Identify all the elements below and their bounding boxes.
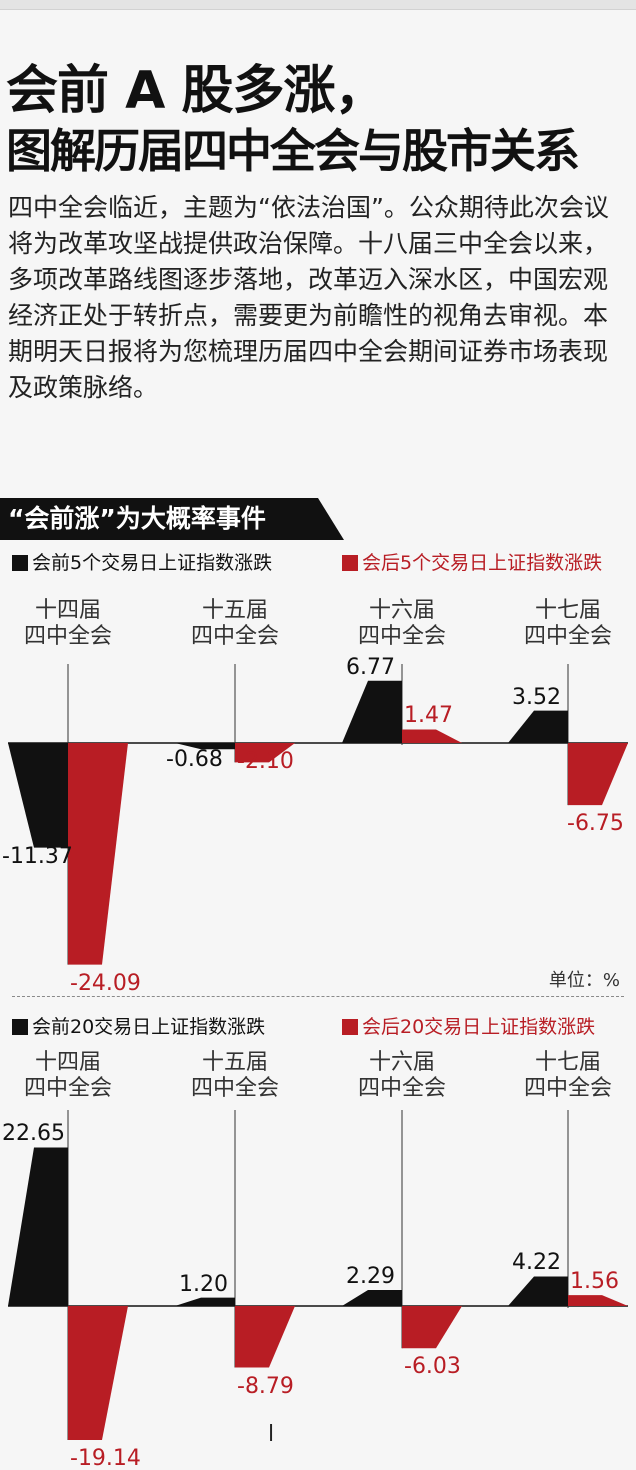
bar-before [8,743,68,848]
bar-after [68,743,128,965]
title-line-1: 会前 A 股多涨， [6,61,386,121]
value-label-before: 3.52 [512,684,561,710]
bar-before [8,1147,68,1306]
value-label-before: 22.65 [2,1121,65,1147]
bar-before [342,1289,402,1306]
value-label-before: 2.29 [346,1263,395,1289]
bar-before [175,1297,235,1306]
section-title-band: “会前涨”为大概率事件 [0,498,344,540]
bar-before [342,680,402,743]
value-label-after: -19.14 [70,1445,141,1470]
title-line-2: 图解历届四中全会与股市关系 [6,124,580,178]
chart-svg [8,664,628,965]
bar-after [402,1306,462,1349]
value-label-after: 1.56 [570,1269,619,1295]
chart-5-day: 十四届 四中全会 -11.37 -24.09 十五届 四中全会 -0.68 -2.10 十六届四… [2,598,628,996]
bar-before [508,1276,568,1306]
value-label-after: -24.09 [70,970,141,996]
unit-label: 单位：% [548,970,620,991]
category-label: 十五届 四中全会 [190,1050,279,1101]
category-label: 十四届 四中全会 [23,1050,112,1101]
category-label: 十七届 四中全会 [523,1050,612,1101]
legend-label-before-20d: 会前20交易日上证指数涨跌 [32,1016,266,1038]
value-label-before: 1.20 [179,1271,228,1297]
bar-after [568,1295,628,1306]
value-label-before: 6.77 [346,654,395,680]
bar-before [175,743,235,750]
bar-after [402,729,462,743]
bar-after [68,1306,128,1440]
category-label: 十六届 四中全会 [357,598,446,649]
bar-after [568,743,628,806]
category-label: 十四届 四中全会 [23,598,112,649]
section-title: “会前涨”为大概率事件 [8,504,266,533]
value-label-after: -6.75 [567,811,624,837]
value-label-after: -8.79 [237,1373,294,1399]
intro-paragraph: 四中全会临近，主题为“依法治国”。公众期待此次会议将为改革攻坚战提供政治保障。十… [8,193,609,402]
value-label-before: 4.22 [512,1250,561,1276]
legend-before-20d: 会前20交易日上证指数涨跌 [12,1016,265,1038]
bar-after [235,1306,295,1368]
value-label-after: 1.47 [404,703,453,729]
legend-before-5d: 会前5个交易日上证指数涨跌 [12,552,272,574]
legend-swatch-before [12,555,28,571]
chart-divider [12,996,624,997]
category-label: 十五届 四中全会 [190,598,279,649]
legend-swatch-after [342,555,358,571]
category-label: 十七届 四中全会 [523,598,612,649]
value-label-before: -11.37 [2,843,73,869]
category-label: 十六届 四中全会 [357,1050,446,1101]
legend-after-20d: 会后20交易日上证指数涨跌 [342,1016,595,1038]
value-label-after: -6.03 [404,1354,461,1380]
value-label-after: -2.10 [237,749,294,774]
legend-label-after-5d: 会后5个交易日上证指数涨跌 [362,552,603,574]
top-bar [0,0,636,10]
legend-label-after-20d: 会后20交易日上证指数涨跌 [362,1016,596,1038]
legend-after-5d: 会后5个交易日上证指数涨跌 [342,552,602,574]
legend-label-before-5d: 会前5个交易日上证指数涨跌 [32,552,273,574]
value-label-before: -0.68 [166,747,223,772]
legend-swatch-after [342,1019,358,1035]
legend-swatch-before [12,1019,28,1035]
text-cursor-mark: l [268,1422,275,1447]
bar-after [235,743,295,763]
bar-before [508,710,568,743]
